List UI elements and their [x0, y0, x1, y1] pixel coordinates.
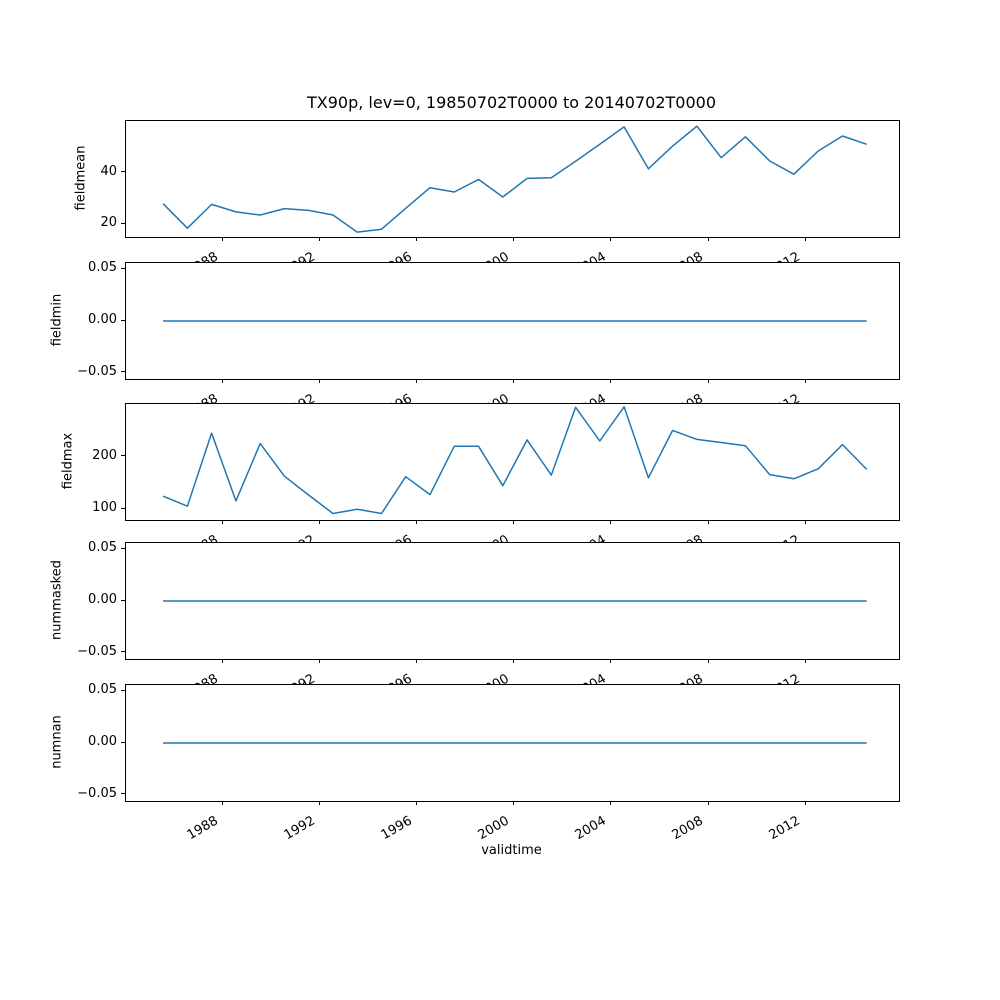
y-tick-mark: [121, 547, 125, 549]
y-tick-mark: [121, 507, 125, 509]
x-tick-mark: [319, 801, 321, 805]
subplot-numnan: numnan −0.05 0.00 0.05 1988 1992 1996 2000 2004…: [0, 682, 1000, 843]
line-plot-numnan: [163, 742, 867, 744]
y-tick-label: 0.05: [88, 682, 117, 698]
x-tick-label: 2004: [572, 813, 609, 844]
x-tick-mark: [416, 379, 418, 383]
y-tick-label: 40: [100, 163, 117, 179]
x-tick-mark: [222, 520, 224, 524]
y-tick-label: −0.05: [77, 643, 117, 659]
axes-box-fieldmin: [125, 262, 900, 380]
x-tick-label: 2012: [766, 813, 803, 844]
x-tick-mark: [513, 801, 515, 805]
y-tick-label: 0.05: [88, 540, 117, 556]
y-tick-mark: [121, 793, 125, 795]
x-tick-mark: [707, 379, 709, 383]
axes-box-nummasked: [125, 542, 900, 660]
line-plot-fieldmin: [163, 320, 867, 322]
y-tick-label: 0.05: [88, 260, 117, 276]
subplot-fieldmin: fieldmin −0.050.000.05198819921996200020…: [0, 260, 1000, 421]
x-tick-mark: [610, 379, 612, 383]
x-tick-mark: [222, 237, 224, 241]
chart-title: TX90p, lev=0, 19850702T0000 to 20140702T…: [306, 93, 717, 112]
x-tick-label: 1992: [281, 813, 318, 844]
x-tick-mark: [804, 237, 806, 241]
x-tick-mark: [222, 379, 224, 383]
data-line: [162, 125, 867, 233]
x-tick-mark: [610, 237, 612, 241]
y-tick-mark: [121, 319, 125, 321]
y-tick-mark: [121, 651, 125, 653]
x-tick-mark: [610, 801, 612, 805]
y-tick-mark: [121, 599, 125, 601]
x-tick-mark: [804, 801, 806, 805]
line-plot-fieldmean: [162, 125, 867, 233]
y-tick-label: −0.05: [77, 785, 117, 801]
x-tick-label: 1988: [184, 813, 221, 844]
x-tick-mark: [707, 659, 709, 663]
line-plot-fieldmax: [162, 406, 868, 515]
subplot-fieldmean: fieldmean 204019881992199620002004200820…: [0, 120, 1000, 279]
x-tick-mark: [804, 659, 806, 663]
x-tick-label: 2000: [475, 813, 512, 844]
x-axis-label: validtime: [481, 843, 542, 858]
y-tick-mark: [121, 455, 125, 457]
x-tick-mark: [707, 237, 709, 241]
x-tick-mark: [804, 379, 806, 383]
x-tick-mark: [513, 237, 515, 241]
y-tick-label: 0.00: [88, 592, 117, 607]
line-plot-nummasked: [163, 600, 867, 602]
y-tick-mark: [121, 689, 125, 691]
x-tick-mark: [513, 659, 515, 663]
x-tick-mark: [319, 237, 321, 241]
x-tick-label: 1996: [378, 813, 415, 844]
axes-box-fieldmean: [125, 120, 900, 238]
subplot-fieldmax: fieldmax 1002001988199219962000200420082…: [0, 403, 1000, 562]
y-tick-mark: [121, 222, 125, 224]
axes-box-numnan: [125, 684, 900, 802]
x-tick-mark: [222, 801, 224, 805]
y-tick-label: 0.00: [88, 734, 117, 749]
x-tick-mark: [804, 520, 806, 524]
y-tick-mark: [121, 267, 125, 269]
x-tick-mark: [222, 659, 224, 663]
x-tick-mark: [707, 520, 709, 524]
y-tick-mark: [121, 741, 125, 743]
y-tick-label: 200: [92, 447, 117, 463]
x-tick-mark: [319, 379, 321, 383]
subplot-nummasked: nummasked −0.050.000.0519881992199620002…: [0, 540, 1000, 701]
x-tick-mark: [610, 659, 612, 663]
x-tick-mark: [513, 520, 515, 524]
x-tick-mark: [707, 801, 709, 805]
x-tick-mark: [416, 520, 418, 524]
x-tick-mark: [416, 659, 418, 663]
x-tick-label: 2008: [669, 813, 706, 844]
y-tick-label: −0.05: [77, 363, 117, 379]
y-tick-mark: [121, 171, 125, 173]
data-line: [162, 406, 868, 515]
x-tick-mark: [319, 520, 321, 524]
x-tick-mark: [416, 237, 418, 241]
x-tick-mark: [416, 801, 418, 805]
y-tick-label: 0.00: [88, 312, 117, 327]
axes-box-fieldmax: [125, 403, 900, 521]
x-tick-mark: [513, 379, 515, 383]
x-tick-mark: [610, 520, 612, 524]
y-tick-label: 20: [100, 215, 117, 231]
y-tick-mark: [121, 371, 125, 373]
y-tick-label: 100: [92, 500, 117, 516]
x-tick-mark: [319, 659, 321, 663]
